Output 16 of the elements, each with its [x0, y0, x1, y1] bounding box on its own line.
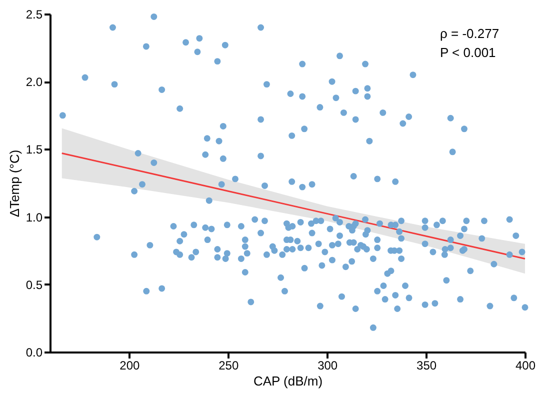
x-tick-label: 300 [318, 358, 338, 372]
annotation: P < 0.001 [440, 45, 496, 60]
y-tick-label: 2.0 [26, 75, 43, 90]
y-tick-label: 1.0 [26, 210, 43, 224]
annotation: ρ = -0.277 [440, 26, 500, 41]
y-tick-label: 0.5 [26, 278, 43, 292]
x-axis-title: CAP (dB/m) [253, 374, 323, 388]
y-axis-title: ΔTemp (°C) [6, 150, 22, 218]
x-tick-label: 350 [416, 358, 437, 372]
y-tick-label: 0.0 [26, 346, 43, 360]
x-tick-label: 200 [120, 358, 140, 372]
x-tick-label: 250 [218, 358, 239, 372]
x-tick-label: 400 [515, 358, 536, 372]
line-series [61, 152, 526, 260]
y-tick-label: 1.5 [26, 142, 43, 157]
y-tick-label: 2.5 [26, 8, 43, 22]
